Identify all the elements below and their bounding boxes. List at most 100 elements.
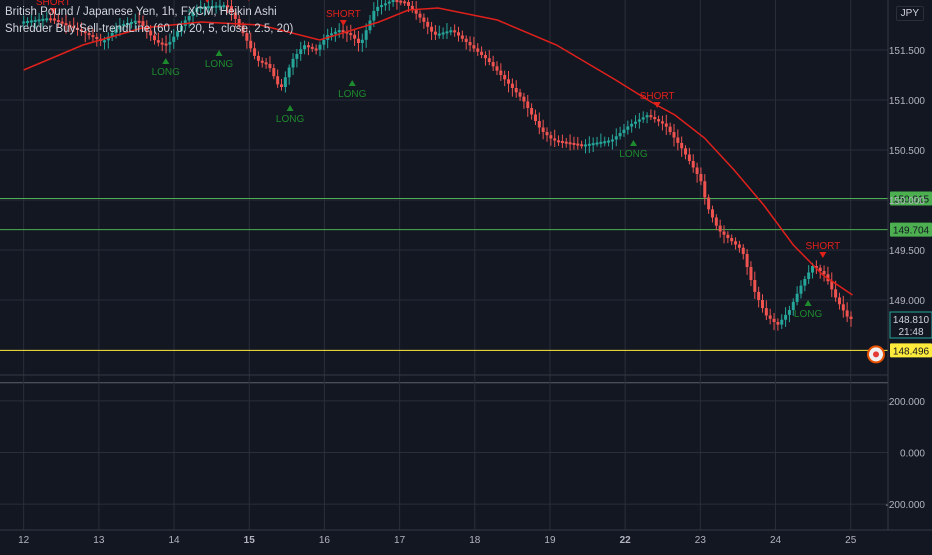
candle-body xyxy=(691,161,695,168)
candle-body xyxy=(168,42,172,45)
candle-body xyxy=(580,144,584,147)
candle-body xyxy=(303,45,307,50)
candle-body xyxy=(418,13,422,18)
candle-body xyxy=(657,119,661,122)
candle-body xyxy=(545,132,549,136)
candle-body xyxy=(730,238,734,242)
candle-body xyxy=(795,293,799,302)
candle-body xyxy=(133,20,137,23)
candle-body xyxy=(318,44,322,50)
candle-body xyxy=(537,121,541,128)
candle-body xyxy=(741,247,745,254)
candle-body xyxy=(637,119,641,122)
candle-body xyxy=(249,40,253,49)
candle-body xyxy=(695,167,699,174)
candle-body xyxy=(626,126,630,130)
candle-body xyxy=(60,21,64,24)
candle-body xyxy=(22,21,26,24)
candle-body xyxy=(45,18,49,21)
candle-body xyxy=(734,241,738,245)
candle-body xyxy=(391,0,395,3)
candle-body xyxy=(483,55,487,59)
candle-body xyxy=(718,225,722,232)
short-signal-label: SHORT xyxy=(326,9,361,20)
short-signal-arrow xyxy=(205,0,209,3)
candle-body xyxy=(333,31,337,34)
candle-body xyxy=(433,31,437,35)
candle-body xyxy=(834,289,838,298)
candle-body xyxy=(830,281,834,290)
candle-body xyxy=(787,310,791,315)
level-label: 150.015 xyxy=(893,195,930,206)
candle-body xyxy=(764,308,768,316)
candle-body xyxy=(29,20,33,23)
price-tick-label: 149.000 xyxy=(889,296,926,307)
candle-body xyxy=(364,30,368,40)
osc-tick-label: -200.000 xyxy=(886,500,926,511)
currency-badge[interactable]: JPY xyxy=(895,6,924,21)
short-signal-arrow xyxy=(339,20,347,26)
candle-body xyxy=(26,20,30,23)
candle-body xyxy=(457,32,461,36)
candle-body xyxy=(664,123,668,127)
trendline-layer xyxy=(23,7,853,296)
candle-body xyxy=(707,197,711,210)
time-tick-label: 15 xyxy=(244,535,256,546)
candle-body xyxy=(437,33,441,36)
candle-body xyxy=(245,33,249,41)
candle-body xyxy=(622,129,626,133)
candle-body xyxy=(645,115,649,118)
candle-body xyxy=(710,209,714,218)
candle-body xyxy=(199,6,203,9)
candle-body xyxy=(268,64,272,69)
candle-body xyxy=(630,123,634,127)
long-signal-label: LONG xyxy=(794,309,823,320)
candle-body xyxy=(233,12,237,19)
candle-body xyxy=(126,23,130,25)
candle-body xyxy=(341,30,345,33)
candle-body xyxy=(52,18,56,21)
long-signal-label: LONG xyxy=(338,89,367,100)
candle-body xyxy=(776,322,780,325)
candle-body xyxy=(83,31,87,34)
candle-body xyxy=(460,35,464,39)
candle-body xyxy=(195,7,199,12)
candle-body xyxy=(549,135,553,139)
candle-body xyxy=(210,6,214,8)
candle-body xyxy=(287,67,291,78)
candle-body xyxy=(445,31,449,34)
candle-body xyxy=(603,141,607,144)
candle-body xyxy=(33,19,37,22)
candle-body xyxy=(164,43,168,46)
candle-body xyxy=(684,148,688,155)
candle-body xyxy=(803,279,807,286)
candle-body xyxy=(179,25,183,32)
candle-body xyxy=(399,0,403,3)
candle-body xyxy=(137,20,141,23)
candle-body xyxy=(722,231,726,235)
candle-body xyxy=(772,318,776,322)
candle-body xyxy=(587,143,591,146)
candle-body xyxy=(487,58,491,62)
candle-body xyxy=(841,304,845,311)
candle-body xyxy=(799,285,803,294)
candle-body xyxy=(653,117,657,120)
candle-body xyxy=(618,133,622,137)
candle-body xyxy=(387,1,391,4)
candle-body xyxy=(264,62,268,65)
candle-body xyxy=(129,21,133,24)
level-label-bg xyxy=(890,343,932,358)
candle-body xyxy=(530,108,534,115)
candle-body xyxy=(114,29,118,33)
candle-body xyxy=(811,266,815,273)
candle-body xyxy=(745,254,749,267)
long-signal-label: LONG xyxy=(619,149,648,160)
candle-body xyxy=(283,77,287,87)
long-signal-arrow xyxy=(348,80,356,86)
candle-body xyxy=(299,49,303,54)
candle-body xyxy=(256,55,260,61)
long-signal-label: LONG xyxy=(276,114,305,125)
candle-body xyxy=(102,40,106,43)
